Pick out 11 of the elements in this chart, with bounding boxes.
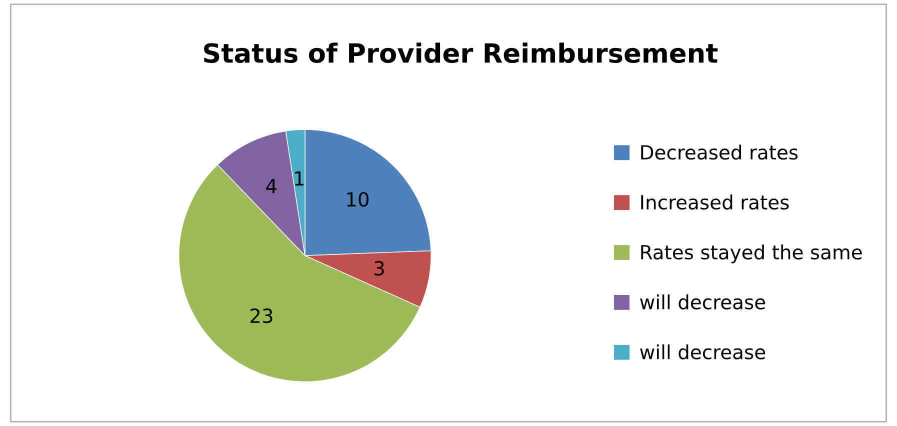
data-label: 4 bbox=[266, 178, 277, 194]
legend-label: Decreased rates bbox=[641, 144, 798, 160]
data-label: 1 bbox=[295, 171, 304, 186]
legend-label: Rates stayed the same bbox=[641, 244, 862, 264]
legend-label: will decrease bbox=[640, 294, 766, 310]
chart-title: Status of Provider Reimbursement bbox=[204, 42, 718, 64]
legend-label: Increased rates bbox=[641, 194, 789, 210]
legend-label: will decrease bbox=[640, 344, 766, 360]
data-label: 10 bbox=[347, 192, 369, 207]
data-label: 23 bbox=[250, 308, 272, 324]
data-label: 3 bbox=[374, 260, 384, 276]
